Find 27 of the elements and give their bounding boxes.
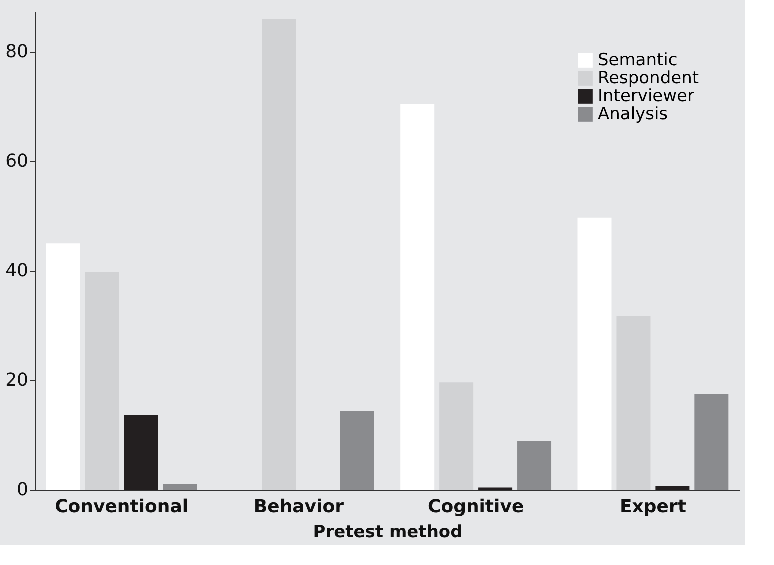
bar [163,484,198,490]
bar [694,394,729,490]
bar [578,218,612,490]
y-tick-label: 40 [6,260,28,282]
bar [518,441,552,490]
bar [262,19,296,490]
x-tick-label: Cognitive [428,496,524,518]
y-tick-label: 20 [6,370,28,391]
x-tick-label: Conventional [55,496,189,518]
bar [340,411,374,490]
bar [124,414,158,490]
bar [46,244,80,490]
legend-label: Semantic [598,50,678,70]
bar [616,316,651,490]
bar [656,486,690,490]
legend-label: Interviewer [598,86,695,106]
x-tick-label: Behavior [254,496,344,518]
bar [440,382,474,490]
bar [400,104,435,490]
bar [85,272,120,490]
x-axis-title: Pretest method [313,522,463,542]
y-tick-label: 80 [6,41,28,62]
y-tick-label: 60 [6,150,28,172]
y-tick-label: 0 [17,480,28,500]
legend-label: Analysis [598,104,668,124]
x-tick-label: Expert [620,496,687,518]
legend-label: Respondent [598,68,700,88]
